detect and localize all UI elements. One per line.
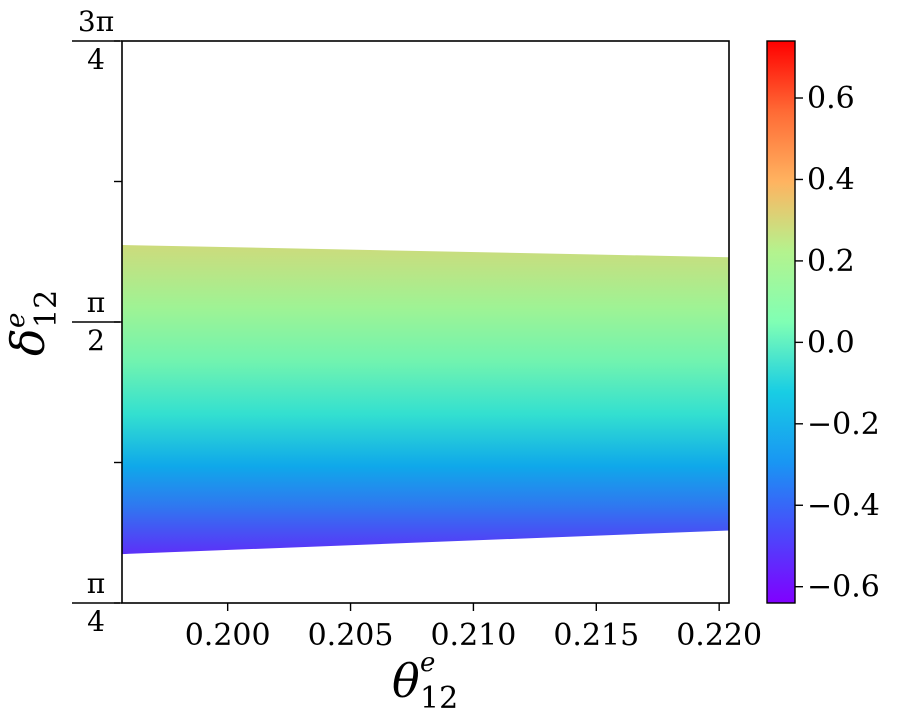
colorbar-fill bbox=[767, 41, 795, 603]
x-axis-label: θ e12 bbox=[392, 648, 458, 716]
colorbar-tick-label: 0.0 bbox=[807, 325, 855, 360]
x-tick-label: 0.220 bbox=[676, 618, 762, 653]
colorbar-tick-label: 0.2 bbox=[807, 244, 855, 279]
colorbar: 0.6 0.4 0.2 0.0 −0.2 −0.4 −0.6 bbox=[766, 40, 880, 605]
colorbar-tick-label: 0.6 bbox=[807, 81, 855, 116]
y-tick-label-denominator: 4 bbox=[87, 43, 105, 76]
y-tick-label-denominator: 2 bbox=[87, 324, 105, 357]
colorbar-tick-label: −0.6 bbox=[807, 570, 880, 605]
x-tick-label: 0.205 bbox=[308, 618, 394, 653]
x-axis-label-superscript: e bbox=[420, 648, 435, 678]
x-tick-label: 0.215 bbox=[553, 618, 639, 653]
x-tick-label: 0.200 bbox=[185, 618, 271, 653]
y-axis-label-superscript: e bbox=[1, 313, 31, 328]
plot-area: 0.200 0.205 0.210 0.215 0.220 π 4 π 2 3π 4 bbox=[72, 5, 762, 653]
colorbar-tick-label: 0.4 bbox=[807, 162, 855, 197]
x-tick-label: 0.210 bbox=[430, 618, 516, 653]
colorbar-tick-label: −0.4 bbox=[807, 488, 880, 523]
y-tick-label-denominator: 4 bbox=[87, 605, 105, 638]
y-tick-label-numerator: π bbox=[87, 286, 105, 319]
colorbar-tick-label: −0.2 bbox=[807, 407, 880, 442]
y-axis-label-subscript: 12 bbox=[29, 290, 64, 328]
y-axis-label-base: δ bbox=[1, 328, 55, 356]
colorbar-frame bbox=[766, 40, 796, 604]
x-axis-label-subscript: 12 bbox=[420, 681, 458, 716]
feasible-region bbox=[122, 245, 729, 555]
y-tick-label-numerator: 3π bbox=[78, 5, 114, 38]
x-axis-label-base: θ bbox=[392, 654, 420, 708]
y-tick-label-numerator: π bbox=[87, 567, 105, 600]
